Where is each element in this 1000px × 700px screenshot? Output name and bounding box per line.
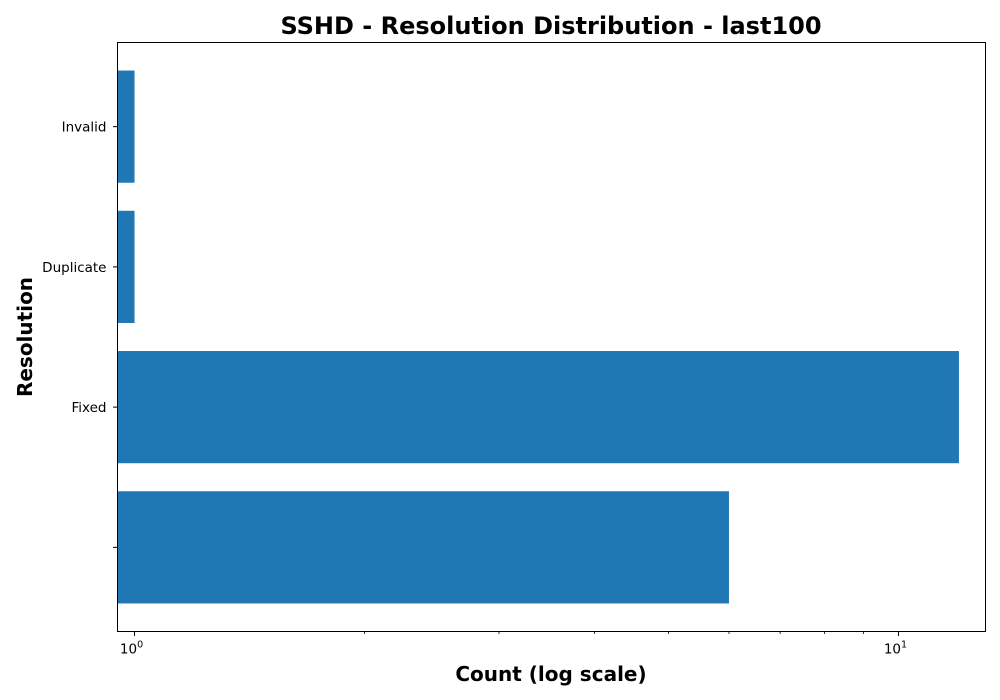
chart-title: SSHD - Resolution Distribution - last100	[280, 12, 821, 40]
x-axis-ticks: 100 101	[120, 631, 907, 658]
y-tick-label: Invalid	[62, 120, 107, 136]
x-tick-label: 101	[884, 640, 907, 658]
y-axis-label: Resolution	[13, 277, 37, 397]
y-tick-label: Duplicate	[42, 260, 106, 276]
bar-invalid	[117, 70, 135, 183]
bar-unlabeled	[117, 491, 729, 604]
y-axis-ticks: Fixed Duplicate Invalid	[42, 120, 118, 548]
bars-group	[117, 70, 959, 604]
plot-frame	[117, 42, 986, 632]
bar-fixed	[117, 351, 959, 464]
bar-duplicate	[117, 210, 135, 323]
x-tick-label: 100	[120, 640, 143, 658]
y-tick-label: Fixed	[72, 400, 107, 416]
x-axis-label: Count (log scale)	[455, 662, 646, 686]
